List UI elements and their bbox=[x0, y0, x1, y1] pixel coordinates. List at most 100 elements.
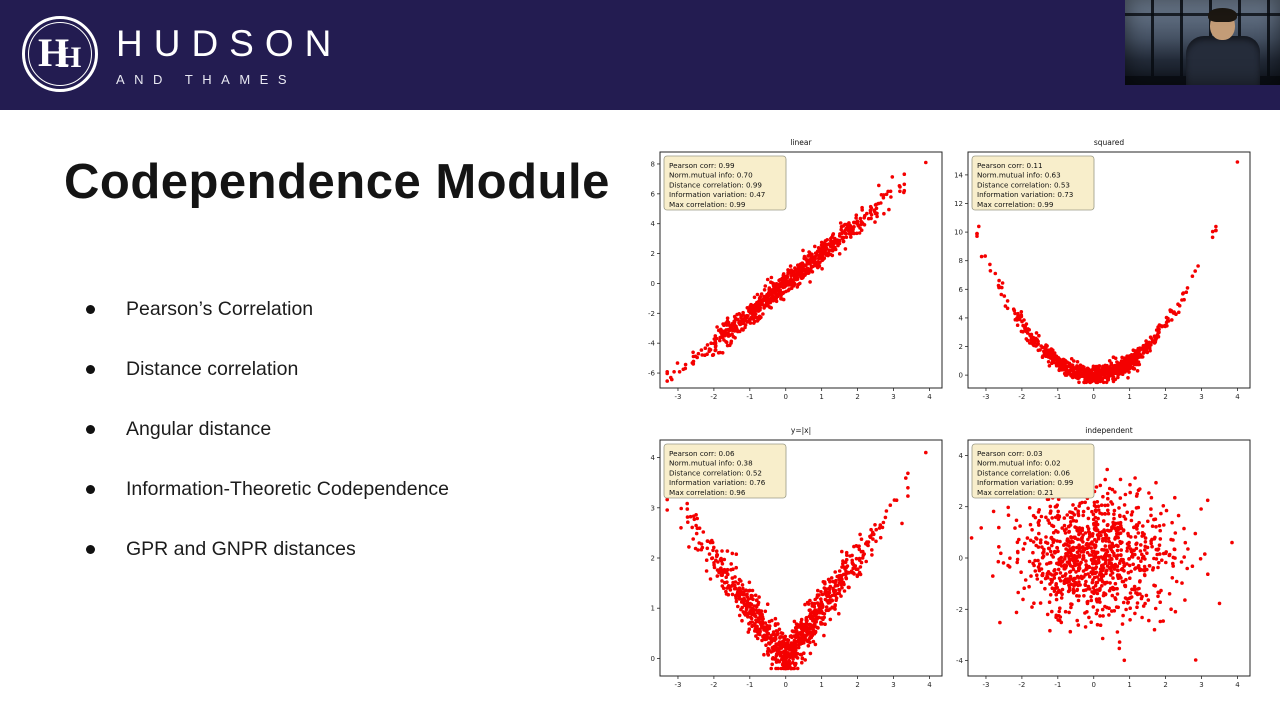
x-tick-label: -1 bbox=[1054, 393, 1061, 401]
stats-line: Distance correlation: 0.52 bbox=[669, 468, 762, 477]
y-tick-label: 0 bbox=[651, 655, 655, 663]
stats-line: Information variation: 0.73 bbox=[977, 190, 1073, 199]
brand-text: HUDSON AND THAMES bbox=[116, 23, 342, 87]
y-tick-label: -2 bbox=[648, 310, 655, 318]
x-tick-label: 0 bbox=[783, 393, 787, 401]
stats-line: Distance correlation: 0.53 bbox=[977, 180, 1070, 189]
stats-line: Norm.mutual info: 0.38 bbox=[669, 459, 753, 468]
stats-line: Max correlation: 0.96 bbox=[669, 488, 746, 497]
x-tick-label: 3 bbox=[1199, 393, 1203, 401]
stats-line: Norm.mutual info: 0.63 bbox=[977, 171, 1061, 180]
chart-title: linear bbox=[790, 138, 812, 147]
stats-line: Max correlation: 0.99 bbox=[977, 200, 1054, 209]
y-tick-label: 4 bbox=[651, 220, 656, 228]
chart-title: y=|x| bbox=[790, 426, 812, 435]
y-tick-label: 2 bbox=[959, 503, 963, 511]
x-tick-label: 0 bbox=[1091, 681, 1095, 689]
stats-line: Pearson corr: 0.03 bbox=[977, 449, 1043, 458]
presenter-head bbox=[1210, 11, 1235, 40]
x-tick-label: 3 bbox=[1199, 681, 1203, 689]
webcam-desk bbox=[1125, 76, 1280, 85]
x-tick-label: 1 bbox=[1127, 681, 1131, 689]
stats-line: Norm.mutual info: 0.70 bbox=[669, 171, 753, 180]
presenter-hair bbox=[1208, 8, 1237, 22]
x-tick-label: 4 bbox=[1235, 681, 1240, 689]
x-tick-label: 4 bbox=[927, 681, 932, 689]
x-tick-label: -3 bbox=[982, 681, 989, 689]
bullet-item: Pearson’s Correlation bbox=[86, 279, 449, 339]
y-tick-label: 12 bbox=[954, 200, 963, 208]
x-tick-label: -2 bbox=[710, 393, 717, 401]
stats-line: Information variation: 0.47 bbox=[669, 190, 765, 199]
chart-abs: y=|x| -3 -2 -1 0 1 2 3 4 0 1 2 3 4 Pearson corr: 0.06 N… bbox=[638, 424, 946, 712]
y-tick-label: 2 bbox=[651, 555, 655, 563]
y-tick-label: 0 bbox=[959, 555, 963, 563]
charts-grid: linear -3 -2 -1 0 1 2 3 4 -6 -4 -2 0 2 4 6 8 Pearson corr… bbox=[638, 136, 1254, 712]
x-tick-label: 3 bbox=[891, 681, 895, 689]
y-tick-label: 8 bbox=[651, 160, 655, 168]
stats-box bbox=[663, 155, 787, 211]
presenter-webcam bbox=[1125, 0, 1280, 85]
stats-line: Pearson corr: 0.11 bbox=[977, 161, 1043, 170]
y-tick-label: 0 bbox=[651, 280, 655, 288]
logo-letter-right: H bbox=[58, 41, 82, 74]
webcam-office-background bbox=[1125, 0, 1280, 85]
y-tick-label: 6 bbox=[959, 286, 964, 294]
y-tick-label: 2 bbox=[959, 343, 963, 351]
y-tick-label: -2 bbox=[956, 606, 963, 614]
bullet-dot bbox=[86, 544, 95, 554]
stats-line: Max correlation: 0.99 bbox=[669, 200, 746, 209]
bullet-label: GPR and GNPR distances bbox=[126, 537, 356, 560]
x-tick-label: 2 bbox=[855, 393, 859, 401]
presenter-silhouette bbox=[1182, 8, 1266, 85]
x-tick-label: 4 bbox=[1235, 393, 1240, 401]
x-tick-label: 3 bbox=[891, 393, 895, 401]
x-tick-label: -3 bbox=[674, 393, 681, 401]
x-tick-label: 2 bbox=[855, 681, 859, 689]
y-tick-label: 4 bbox=[651, 454, 656, 462]
y-tick-label: -4 bbox=[956, 657, 964, 665]
x-tick-label: -1 bbox=[1054, 681, 1061, 689]
header-bar: H H HUDSON AND THAMES bbox=[0, 0, 1280, 110]
y-tick-label: 6 bbox=[651, 190, 656, 198]
brand-name: HUDSON bbox=[116, 23, 343, 64]
x-tick-label: 1 bbox=[819, 681, 823, 689]
x-tick-label: 1 bbox=[819, 393, 823, 401]
x-tick-label: -2 bbox=[710, 681, 717, 689]
bullet-label: Pearson’s Correlation bbox=[126, 297, 314, 320]
bullet-item: Angular distance bbox=[86, 399, 449, 459]
bullet-label: Information-Theoretic Codependence bbox=[126, 477, 450, 500]
logo-letter-left: H bbox=[38, 30, 70, 75]
y-tick-label: 10 bbox=[954, 229, 963, 237]
stats-line: Norm.mutual info: 0.02 bbox=[977, 459, 1061, 468]
y-tick-label: 4 bbox=[959, 452, 964, 460]
bullet-label: Distance correlation bbox=[126, 357, 299, 380]
stats-line: Information variation: 0.99 bbox=[977, 478, 1074, 487]
x-tick-label: 2 bbox=[1163, 681, 1167, 689]
chart-title: squared bbox=[1093, 138, 1125, 147]
y-tick-label: 0 bbox=[959, 372, 963, 380]
stats-line: Max correlation: 0.21 bbox=[977, 488, 1053, 497]
bullet-item: Distance correlation bbox=[86, 339, 449, 399]
stats-line: Distance correlation: 0.99 bbox=[669, 180, 762, 189]
bullet-list: Pearson’s Correlation Distance correlati… bbox=[86, 279, 449, 579]
stats-line: Distance correlation: 0.06 bbox=[977, 468, 1070, 477]
bullet-dot bbox=[86, 484, 95, 494]
stats-line: Information variation: 0.76 bbox=[669, 478, 766, 487]
scatter-plot: -3 -2 -1 0 1 2 3 4 0 1 2 3 4 Pearson corr: 0.06Norm.m… bbox=[651, 439, 943, 689]
x-tick-label: -1 bbox=[746, 681, 753, 689]
bullet-dot bbox=[86, 364, 95, 374]
x-tick-label: -1 bbox=[746, 393, 753, 401]
slide-canvas: Codependence Module Pearson’s Correlatio… bbox=[0, 110, 1280, 720]
bullet-item: GPR and GNPR distances bbox=[86, 519, 449, 579]
x-tick-label: -2 bbox=[1018, 393, 1025, 401]
logo-monogram-circle: H H bbox=[22, 16, 98, 92]
stats-box bbox=[971, 155, 1095, 211]
stats-line: Pearson corr: 0.06 bbox=[669, 449, 735, 458]
x-tick-label: 0 bbox=[783, 681, 787, 689]
x-tick-label: 2 bbox=[1163, 393, 1167, 401]
x-tick-label: -3 bbox=[982, 393, 989, 401]
stats-box bbox=[663, 443, 787, 499]
x-tick-label: -3 bbox=[674, 681, 681, 689]
